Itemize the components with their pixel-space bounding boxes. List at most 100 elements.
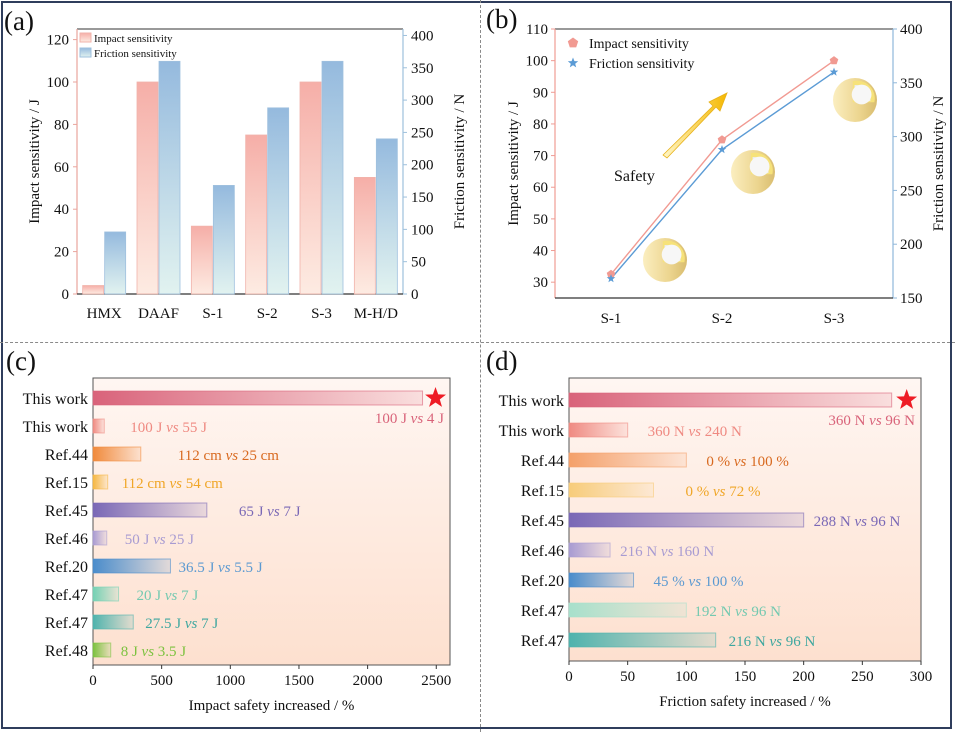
legend-label-impact: Impact sensitivity [589, 37, 689, 52]
marker-friction [606, 274, 616, 283]
bar-impact [245, 134, 268, 295]
y-tick-label: 40 [533, 244, 548, 260]
y2-tick-label: 300 [411, 93, 434, 109]
x-tick-label: 0 [89, 673, 97, 689]
bar-value-label: 0 % vs 100 % [706, 454, 789, 470]
bar-value-label: 112 cm vs 54 cm [122, 476, 223, 492]
bar [568, 452, 687, 468]
bar-friction [104, 231, 127, 295]
y2-axis-title: Friction sensitivity / N [452, 94, 468, 230]
category-label: Ref.47 [45, 587, 88, 604]
y2-tick-label: 0 [411, 287, 419, 303]
x-tick-label: DAAF [138, 306, 179, 322]
bar [568, 392, 893, 408]
bar-value-label: 100 J vs 55 J [130, 420, 207, 436]
core-shell-particle-icon [833, 78, 877, 122]
bar-friction [321, 60, 344, 295]
legend-label-friction: Friction sensitivity [589, 57, 694, 72]
y-tick-label: 110 [526, 22, 548, 38]
x-tick-label: 1000 [215, 673, 245, 689]
bar-value-label: 0 % vs 72 % [685, 484, 760, 500]
bar-value-label: 360 N vs 240 N [648, 424, 742, 440]
bar-friction [158, 60, 181, 295]
y2-tick-label: 250 [411, 125, 434, 141]
x-tick-label: 150 [734, 669, 757, 685]
y-tick-label: 20 [54, 245, 69, 261]
y2-tick-label: 350 [900, 76, 923, 92]
highlight-star-icon [425, 387, 446, 407]
y-tick-label: 100 [47, 75, 70, 91]
category-label: Ref.45 [45, 503, 88, 520]
y-tick-label: 120 [47, 33, 70, 49]
y-tick-label: 0 [62, 287, 70, 303]
core-shell-particle-icon [731, 150, 775, 194]
category-label: Ref.15 [45, 475, 88, 492]
bar [92, 586, 120, 602]
category-label: Ref.47 [45, 615, 88, 632]
safety-arrow-icon [662, 92, 728, 159]
bar-value-label: 288 N vs 96 N [814, 514, 901, 530]
x-tick-label: 0 [565, 669, 573, 685]
bar-value-label: 20 J vs 7 J [137, 588, 199, 604]
bar [92, 418, 105, 434]
bar [568, 512, 805, 528]
x-tick-label: S-1 [202, 306, 223, 322]
bar [568, 482, 654, 498]
bar [568, 422, 629, 438]
core-shell-particle-icon [643, 238, 687, 282]
bar-impact [353, 176, 376, 295]
x-tick-label: 300 [910, 669, 933, 685]
x-tick-label: S-2 [257, 306, 278, 322]
category-label: This work [499, 393, 564, 410]
bar [568, 572, 635, 588]
panel-c-chart: 0 500 1000 1500 2000 2500 This work 100 J vs 4 … [23, 377, 451, 714]
bar-value-label: 112 cm vs 25 cm [178, 448, 279, 464]
y-tick-label: 40 [54, 202, 69, 218]
y-tick-label: 50 [533, 212, 548, 228]
y2-tick-label: 400 [411, 28, 434, 44]
bar-value-label: 45 % vs 100 % [654, 574, 744, 590]
category-label: This work [499, 423, 564, 440]
y-tick-label: 100 [526, 54, 549, 70]
legend-swatch-impact [79, 32, 92, 43]
bar-value-label: 50 J vs 25 J [125, 532, 194, 548]
bar-friction [267, 107, 290, 295]
highlight-star-icon [896, 389, 918, 409]
legend-label-impact: Impact sensitivity [94, 33, 173, 45]
safety-annotation: Safety [614, 168, 655, 185]
panel-d-chart: 0 50 100 150 200 250 300 This work 360 N vs 96 N… [499, 377, 933, 710]
bar [92, 530, 108, 546]
marker-impact [829, 56, 839, 65]
x-tick-label: 500 [150, 673, 173, 689]
category-label: Ref.44 [45, 447, 88, 464]
bar [92, 502, 208, 518]
marker-friction [717, 145, 727, 154]
legend-label-friction: Friction sensitivity [94, 48, 177, 60]
y-axis-title: Impact sensitivity / J [27, 99, 43, 224]
x-tick-label: S-2 [712, 311, 733, 327]
y-tick-label: 90 [533, 85, 548, 101]
category-label: Ref.44 [521, 453, 564, 470]
y2-tick-label: 50 [411, 255, 426, 271]
y-tick-label: 80 [54, 117, 69, 133]
x-tick-label: HMX [87, 306, 122, 322]
plot-area [92, 377, 451, 666]
x-axis-title: Friction safety increased / % [659, 694, 831, 710]
category-label: Ref.47 [521, 603, 564, 620]
x-tick-label: 2000 [353, 673, 383, 689]
marker-impact [606, 269, 616, 278]
y2-tick-label: 200 [411, 158, 434, 174]
y2-tick-label: 100 [411, 222, 434, 238]
marker-friction [829, 67, 839, 76]
bar-value-label: 216 N vs 96 N [729, 634, 816, 650]
y2-tick-label: 150 [411, 190, 434, 206]
x-tick-label: 250 [851, 669, 874, 685]
y-tick-label: 60 [533, 180, 548, 196]
bar-value-label: 100 J vs 4 J [375, 411, 444, 427]
bar [92, 390, 424, 406]
x-tick-label: 200 [792, 669, 815, 685]
bar-friction [375, 138, 398, 295]
category-label: Ref.20 [45, 559, 88, 576]
y-tick-label: 80 [533, 117, 548, 133]
